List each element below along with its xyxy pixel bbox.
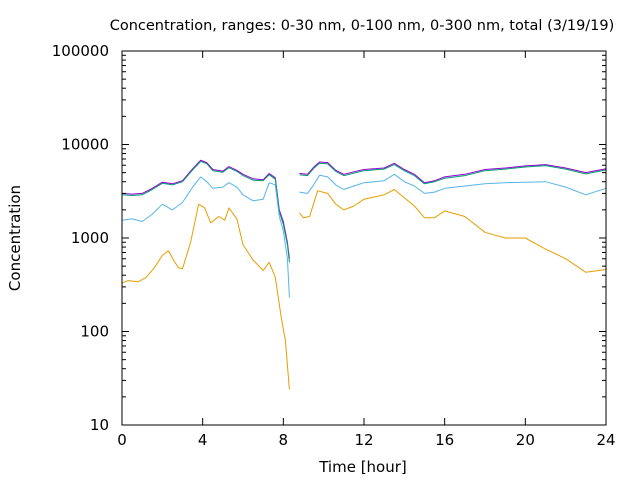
x-tick-label: 24 bbox=[596, 431, 615, 449]
x-tick-label: 8 bbox=[279, 431, 289, 449]
y-tick-label: 10 bbox=[90, 416, 109, 434]
series-layer bbox=[121, 159, 607, 390]
x-tick-label: 12 bbox=[354, 431, 373, 449]
x-axis-label: Time [hour] bbox=[318, 458, 407, 476]
y-tick-label: 1000 bbox=[71, 229, 109, 247]
series-4-line-segment-1 bbox=[121, 203, 290, 390]
y-tick-label: 100 bbox=[80, 323, 109, 341]
series-3-line-segment-2 bbox=[299, 173, 607, 196]
series-2-line-segment-2 bbox=[299, 162, 607, 185]
x-tick-label: 20 bbox=[516, 431, 535, 449]
y-tick-label: 10000 bbox=[61, 136, 109, 154]
axes-layer: 0 4 8 12 16 20 24 10 100 1000 10000 100000 bbox=[52, 42, 616, 449]
y-tick-label: 100000 bbox=[52, 42, 109, 60]
series-4-line-segment-2 bbox=[299, 189, 607, 273]
x-tick-label: 4 bbox=[198, 431, 208, 449]
x-tick-label: 16 bbox=[435, 431, 454, 449]
series-3-line-segment-1 bbox=[121, 176, 290, 298]
chart-title: Concentration, ranges: 0-30 nm, 0-100 nm… bbox=[110, 18, 615, 34]
x-tick-label: 0 bbox=[117, 431, 127, 449]
series-1-line-segment-2 bbox=[299, 161, 607, 184]
series-2-line-segment-1 bbox=[121, 160, 290, 263]
plot-frame bbox=[121, 50, 607, 426]
y-axis-label: Concentration bbox=[6, 185, 24, 291]
